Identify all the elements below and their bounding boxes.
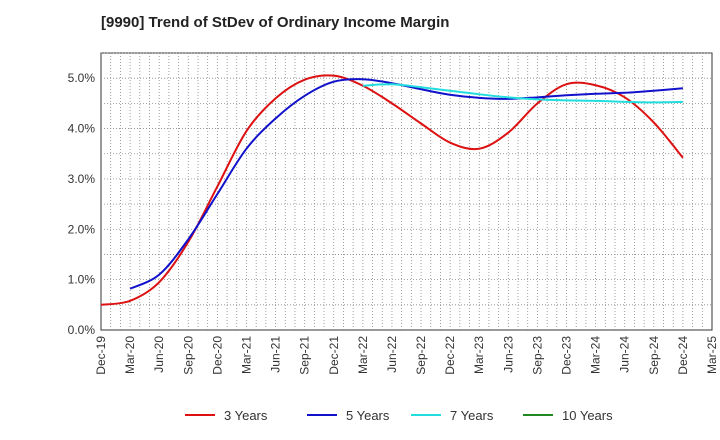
x-tick-label: Dec-22 [443, 336, 457, 375]
x-tick-label: Sep-20 [181, 336, 195, 375]
x-tick-label: Jun-22 [385, 336, 399, 373]
x-tick-label: Dec-23 [560, 336, 574, 375]
legend-label-5-years: 5 Years [346, 408, 390, 423]
x-tick-label: Jun-20 [152, 336, 166, 373]
y-tick-label: 0.0% [68, 323, 96, 337]
x-tick-label: Jun-23 [501, 336, 515, 373]
x-tick-label: Dec-24 [676, 336, 690, 375]
y-tick-label: 2.0% [68, 222, 96, 236]
x-tick-label: Jun-24 [618, 336, 632, 373]
plot-area [100, 52, 713, 331]
x-tick-label: Sep-23 [530, 336, 544, 375]
x-tick-label: Mar-23 [472, 336, 486, 374]
x-tick-label: Sep-21 [298, 336, 312, 375]
y-tick-label: 3.0% [68, 172, 96, 186]
y-tick-label: 5.0% [68, 71, 96, 85]
x-tick-label: Sep-24 [647, 336, 661, 375]
x-tick-label: Mar-25 [705, 336, 719, 374]
y-tick-label: 4.0% [68, 122, 96, 136]
x-tick-label: Dec-19 [94, 336, 108, 375]
x-tick-label: Mar-22 [356, 336, 370, 374]
series-line-7-years [362, 83, 683, 104]
legend-label-10-years: 10 Years [562, 408, 613, 423]
chart-title: [9990] Trend of StDev of Ordinary Income… [101, 14, 450, 31]
y-tick-label: 1.0% [68, 273, 96, 287]
x-tick-label: Mar-21 [239, 336, 253, 374]
x-tick-label: Dec-20 [210, 336, 224, 375]
legend-label-7-years: 7 Years [450, 408, 494, 423]
x-tick-label: Mar-20 [123, 336, 137, 374]
legend-label-3-years: 3 Years [224, 408, 268, 423]
x-tick-label: Sep-22 [414, 336, 428, 375]
x-tick-label: Mar-24 [589, 336, 603, 374]
x-tick-label: Jun-21 [269, 336, 283, 373]
x-tick-label: Dec-21 [327, 336, 341, 375]
